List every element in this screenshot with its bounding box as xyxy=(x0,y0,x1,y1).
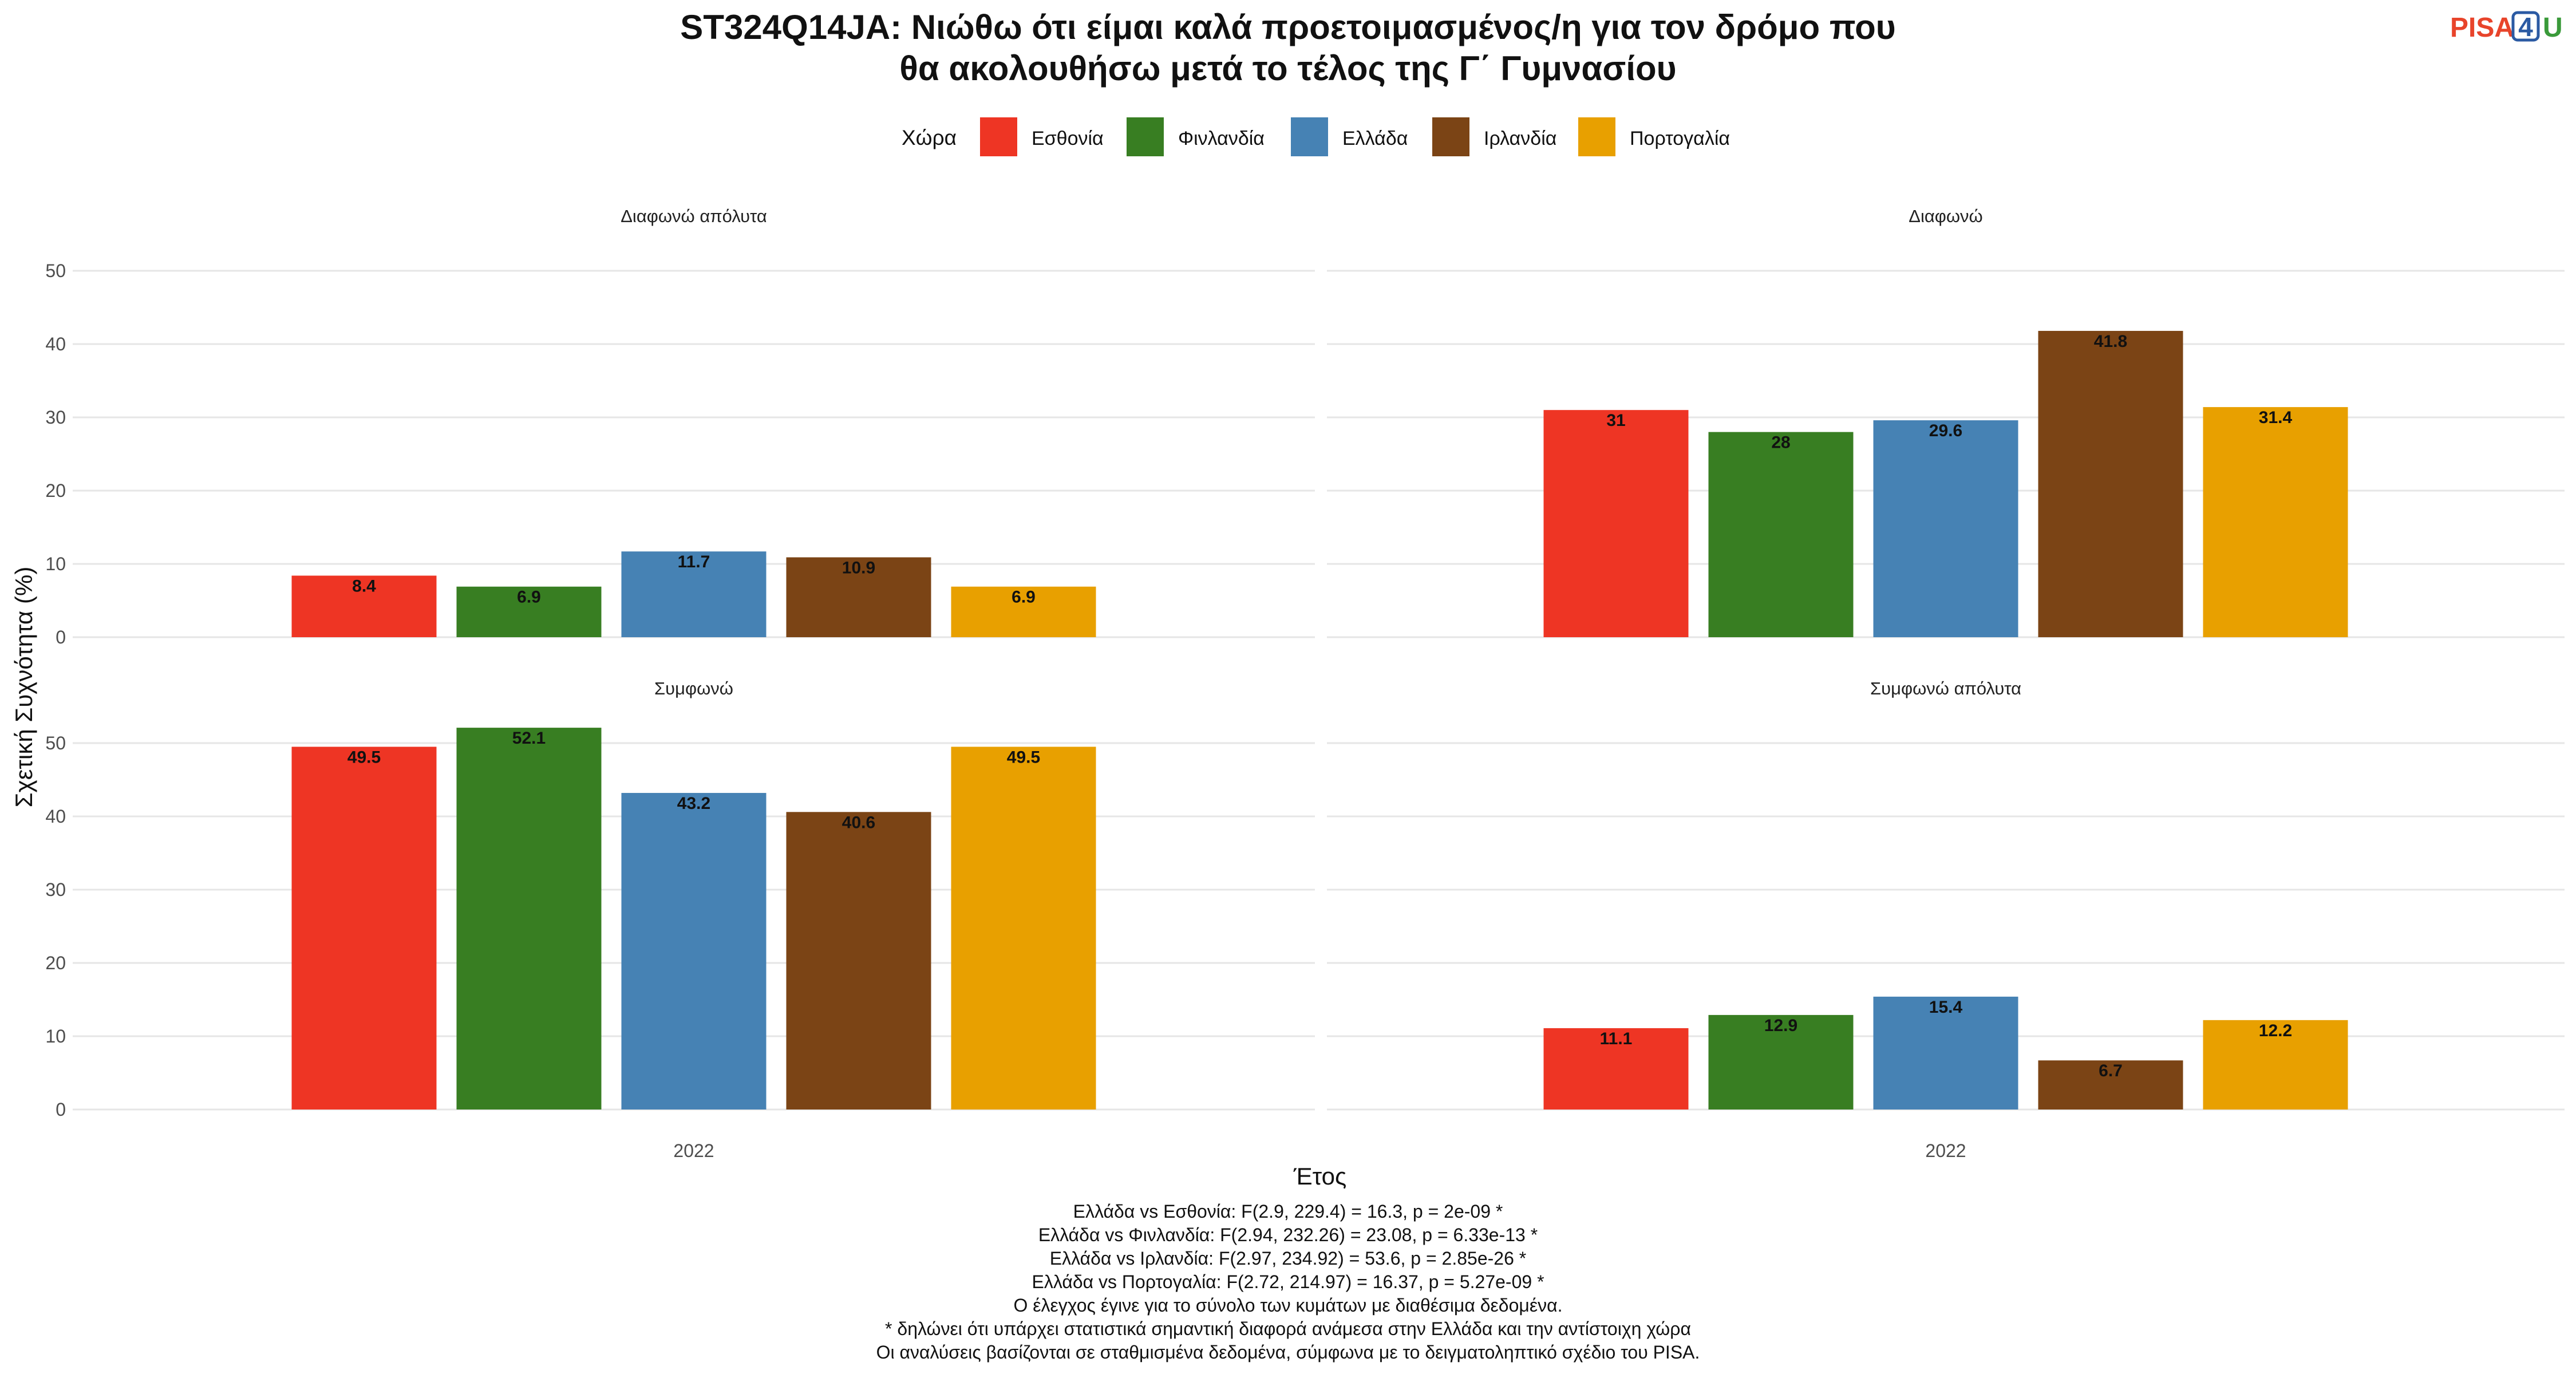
bar-0-3 xyxy=(786,557,931,637)
data-label-1-3: 41.8 xyxy=(2094,332,2127,351)
data-label-2-2: 43.2 xyxy=(677,794,710,813)
legend: Χώρα Εσθονία Φινλανδία Ελλάδα Ιρλανδία Πορτο… xyxy=(902,117,1730,156)
data-label-0-0: 8.4 xyxy=(352,577,376,595)
bar-2-1 xyxy=(456,728,602,1110)
bar-0-1 xyxy=(456,586,602,637)
facet-panels: 0 10 20 30 40 50 Διαφωνώ απόλυτα 8.4 6.9 11.7 10.9… xyxy=(45,206,2565,1161)
caption-line-4: Ο έλεγχος έγινε για το σύνολο των κυμάτω… xyxy=(1013,1295,1562,1316)
data-label-1-0: 31 xyxy=(1606,411,1625,430)
chart-title-line-1: ST324Q14JA: Νιώθω ότι είμαι καλά προετοι… xyxy=(680,8,1895,46)
logo-text-pisa: PISA xyxy=(2450,13,2514,43)
data-label-0-2: 11.7 xyxy=(678,552,710,571)
legend-swatch-2 xyxy=(1291,117,1328,156)
y-tick-label: 20 xyxy=(45,480,66,501)
facet-label: Διαφωνώ απόλυτα xyxy=(621,206,767,226)
legend-swatch-3 xyxy=(1432,117,1469,156)
caption-line-6: Οι αναλύσεις βασίζονται σε σταθμισμένα δ… xyxy=(876,1342,1700,1363)
facet-label: Συμφωνώ απόλυτα xyxy=(1870,678,2021,698)
y-tick-label: 0 xyxy=(56,1099,66,1120)
bar-3-2 xyxy=(1873,996,2018,1110)
x-tick-label: 2022 xyxy=(673,1140,714,1161)
legend-title: Χώρα xyxy=(902,126,957,149)
facet-label: Συμφωνώ xyxy=(654,678,733,698)
logo-text-4: 4 xyxy=(2518,12,2533,42)
legend-label-3: Ιρλανδία xyxy=(1484,128,1556,149)
facet-panel-2: 0 10 20 30 40 50 Συμφωνώ 49.5 52.1 43.2 40.6 49.5 20… xyxy=(45,678,1315,1161)
bar-3-0 xyxy=(1543,1028,1689,1110)
data-label-1-2: 29.6 xyxy=(1929,421,1962,440)
bar-3-4 xyxy=(2203,1020,2348,1110)
caption-line-5: * δηλώνει ότι υπάρχει στατιστικά σημαντι… xyxy=(885,1318,1691,1339)
data-label-3-0: 11.1 xyxy=(1600,1029,1633,1048)
y-tick-label: 10 xyxy=(45,1026,66,1047)
y-tick-label: 10 xyxy=(45,554,66,574)
caption-line-3: Ελλάδα vs Πορτογαλία: F(2.72, 214.97) = … xyxy=(1032,1272,1544,1292)
legend-swatch-0 xyxy=(980,117,1017,156)
bar-1-3 xyxy=(2038,330,2183,637)
data-label-1-1: 28 xyxy=(1771,433,1790,452)
y-tick-label: 30 xyxy=(45,879,66,900)
data-label-3-3: 6.7 xyxy=(2099,1061,2123,1080)
caption: Ελλάδα vs Εσθονία: F(2.9, 229.4) = 16.3,… xyxy=(876,1201,1700,1363)
data-label-0-1: 6.9 xyxy=(517,588,541,607)
bar-2-2 xyxy=(621,793,767,1110)
data-label-0-3: 10.9 xyxy=(842,558,875,577)
bar-1-0 xyxy=(1543,410,1689,637)
pisa4u-logo: PISA 4 U xyxy=(2450,11,2563,43)
data-label-3-1: 12.9 xyxy=(1764,1016,1797,1035)
logo-text-u: U xyxy=(2543,13,2563,43)
x-axis-title: Έτος xyxy=(1293,1163,1347,1190)
y-tick-label: 30 xyxy=(45,407,66,428)
data-label-2-1: 52.1 xyxy=(512,729,546,748)
y-tick-label: 0 xyxy=(56,627,66,647)
data-label-3-4: 12.2 xyxy=(2259,1021,2292,1040)
bar-0-2 xyxy=(621,551,767,637)
bar-3-1 xyxy=(1708,1014,1854,1110)
y-tick-label: 20 xyxy=(45,953,66,973)
data-label-2-4: 49.5 xyxy=(1007,748,1040,767)
legend-label-2: Ελλάδα xyxy=(1342,128,1408,149)
caption-line-1: Ελλάδα vs Φινλανδία: F(2.94, 232.26) = 2… xyxy=(1038,1225,1538,1245)
bar-3-3 xyxy=(2038,1060,2183,1110)
caption-line-2: Ελλάδα vs Ιρλανδία: F(2.97, 234.92) = 53… xyxy=(1050,1248,1526,1269)
bar-1-4 xyxy=(2203,407,2348,637)
data-label-2-3: 40.6 xyxy=(842,813,875,832)
bar-1-2 xyxy=(1873,420,2018,637)
chart-title-line-2: θα ακολουθήσω μετά το τέλος της Γ΄ Γυμνα… xyxy=(899,49,1676,88)
data-label-1-4: 31.4 xyxy=(2259,408,2293,427)
legend-swatch-1 xyxy=(1127,117,1164,156)
bar-2-3 xyxy=(786,812,931,1110)
bar-0-0 xyxy=(291,575,437,637)
y-tick-label: 50 xyxy=(45,260,66,281)
bar-2-0 xyxy=(291,747,437,1110)
facet-label: Διαφωνώ xyxy=(1909,206,1983,226)
data-label-2-0: 49.5 xyxy=(347,748,381,767)
y-axis-title: Σχετική Συχνότητα (%) xyxy=(10,567,37,808)
y-tick-label: 40 xyxy=(45,334,66,354)
logo-box xyxy=(2511,11,2540,42)
y-tick-label: 50 xyxy=(45,733,66,753)
caption-line-0: Ελλάδα vs Εσθονία: F(2.9, 229.4) = 16.3,… xyxy=(1073,1201,1503,1222)
bar-1-1 xyxy=(1708,432,1854,637)
facet-panel-3: Συμφωνώ απόλυτα 11.1 12.9 15.4 6.7 12.2 2022 xyxy=(1327,678,2565,1161)
y-tick-label: 40 xyxy=(45,806,66,827)
data-label-3-2: 15.4 xyxy=(1929,998,1963,1017)
data-label-0-4: 6.9 xyxy=(1012,588,1036,607)
legend-label-1: Φινλανδία xyxy=(1178,128,1265,149)
legend-label-0: Εσθονία xyxy=(1032,128,1104,149)
x-tick-label: 2022 xyxy=(1925,1140,1966,1161)
bar-2-4 xyxy=(951,747,1096,1110)
legend-swatch-4 xyxy=(1578,117,1615,156)
bar-0-4 xyxy=(951,586,1096,637)
facet-panel-0: 0 10 20 30 40 50 Διαφωνώ απόλυτα 8.4 6.9 11.7 10.9… xyxy=(45,206,1315,647)
facet-panel-1: Διαφωνώ 31 28 29.6 41.8 31.4 xyxy=(1327,206,2565,638)
legend-label-4: Πορτογαλία xyxy=(1630,128,1730,149)
